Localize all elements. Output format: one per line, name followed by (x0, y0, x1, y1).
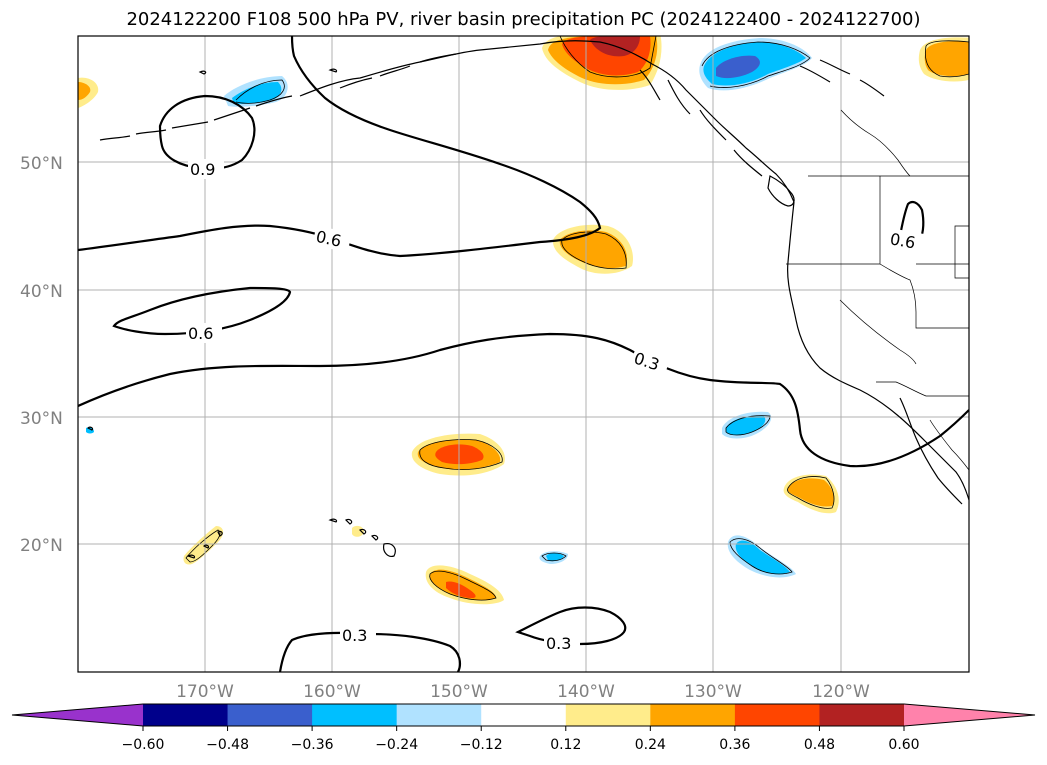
contour-label-0-6-main: 0.6 (314, 227, 343, 251)
colorbar-segments (12, 704, 1035, 726)
lon-label-150w: 150°W (430, 682, 488, 702)
lat-label-20n: 20°N (20, 536, 63, 556)
contour-label-0-6-loop: 0.6 (188, 324, 213, 343)
lat-label-50n: 50°N (20, 154, 63, 174)
map-title: 2024122200 F108 500 hPa PV, river basin … (126, 9, 921, 30)
lon-label-160w: 160°W (303, 682, 361, 702)
anomaly-outlines (185, 36, 969, 601)
colorbar-tick-label: 0.12 (550, 737, 581, 753)
colorbar-tick-label: −0.36 (291, 737, 334, 753)
contour-label-0-9: 0.9 (190, 160, 215, 179)
longitude-labels: 170°W 160°W 150°W 140°W 130°W 120°W (176, 682, 870, 702)
anomaly-positive-left-edge (78, 77, 99, 108)
lat-label-40n: 40°N (20, 282, 63, 302)
contour-label-0-3-bottom-right: 0.3 (546, 634, 571, 653)
colorbar-segment (227, 704, 313, 726)
colorbar-segment (650, 704, 736, 726)
colorbar: −0.60 −0.48 −0.36 −0.24 −0.12 0.12 0.24 0.36 0.4… (11, 703, 1036, 753)
lon-label-140w: 140°W (557, 682, 615, 702)
map-frame (77, 35, 970, 673)
map-gridlines (78, 36, 969, 672)
colorbar-tick-label: 0.24 (635, 737, 666, 753)
anomaly-positive-hawaii-west (183, 525, 364, 565)
colorbar-segment (312, 704, 398, 726)
anomaly-positive-south (425, 565, 504, 605)
lon-label-120w: 120°W (812, 682, 870, 702)
colorbar-ticks: −0.60 −0.48 −0.36 −0.24 −0.12 0.12 0.24 0.36 0.4… (122, 726, 920, 753)
map-background (78, 36, 969, 672)
colorbar-tick-label: 0.48 (804, 737, 835, 753)
anomaly-negative-east-south (727, 535, 796, 578)
anomaly-positive-baja (783, 474, 839, 514)
contour-label-0-3-bottom-left: 0.3 (342, 626, 367, 645)
colorbar-tick-label: −0.24 (375, 737, 418, 753)
colorbar-tick-label: −0.12 (460, 737, 503, 753)
colorbar-segment (143, 704, 229, 726)
colorbar-segment (396, 704, 482, 726)
contour-label-group: 0.9 0.6 0.6 0.6 0.3 0.3 0.3 (186, 159, 926, 653)
lat-label-30n: 30°N (20, 409, 63, 429)
anomaly-negative-northeast (699, 38, 812, 91)
colorbar-tick-label: −0.60 (122, 737, 165, 753)
colorbar-extend-min (12, 704, 143, 726)
colorbar-tick-label: 0.36 (719, 737, 750, 753)
colorbar-segment (819, 704, 905, 726)
lon-label-130w: 130°W (684, 682, 742, 702)
pv-contours (78, 36, 969, 672)
colorbar-extend-max (904, 704, 1035, 726)
coastlines (86, 40, 969, 559)
anomaly-negative-small-south (539, 551, 568, 564)
colorbar-tick-label: 0.60 (888, 737, 919, 753)
political-borders (786, 109, 969, 471)
anomaly-positive-gulf-alaska (542, 36, 662, 90)
colorbar-tick-label: −0.48 (206, 737, 249, 753)
colorbar-segment (565, 704, 651, 726)
colorbar-segment (481, 704, 567, 726)
latitude-labels: 50°N 40°N 30°N 20°N (20, 154, 63, 556)
lon-label-170w: 170°W (176, 682, 234, 702)
contour-label-0-6-east: 0.6 (889, 229, 917, 252)
colorbar-segment (734, 704, 820, 726)
